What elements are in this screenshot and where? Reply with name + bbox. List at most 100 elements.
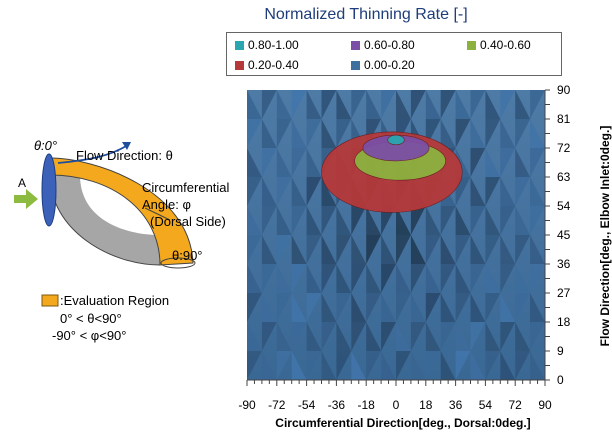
heatmap-cell xyxy=(366,264,382,293)
legend-label: 0.00-0.20 xyxy=(364,58,415,72)
y-tick-label: 36 xyxy=(557,257,571,271)
heatmap-cell xyxy=(455,264,471,293)
legend-item-0.40-0.60: 0.40-0.60 xyxy=(467,38,531,52)
heatmap-cell xyxy=(470,351,486,380)
heatmap-cell xyxy=(500,177,516,206)
heatmap-cell xyxy=(470,206,486,235)
heatmap-cell xyxy=(321,264,337,293)
heatmap-cell xyxy=(396,206,411,235)
heatmap-cell xyxy=(515,119,531,148)
legend-swatch xyxy=(235,61,244,70)
x-tick-label: -54 xyxy=(297,398,316,412)
heatmap-cell xyxy=(351,206,367,235)
heatmap-cell xyxy=(455,206,471,235)
heatmap-cell xyxy=(321,322,337,351)
heatmap-cell xyxy=(306,264,322,293)
heatmap-cell xyxy=(321,177,337,206)
circumferential-label-1: Circumferential xyxy=(142,180,230,195)
heatmap-cell xyxy=(500,351,516,380)
heatmap-cell xyxy=(530,90,545,119)
heatmap-cell xyxy=(530,293,545,322)
heatmap-cell xyxy=(500,322,516,351)
circumferential-label-3: (Dorsal Side) xyxy=(150,214,226,229)
heatmap-cell xyxy=(247,206,262,235)
y-tick-label: 18 xyxy=(557,315,571,329)
heatmap-cell xyxy=(321,90,337,119)
heatmap-cell xyxy=(515,148,531,177)
legend-item-0.80-1.00: 0.80-1.00 xyxy=(235,38,299,52)
heatmap-cell xyxy=(530,322,545,351)
heatmap-cell xyxy=(291,148,307,177)
heatmap-cell xyxy=(410,90,426,119)
y-tick-label: 81 xyxy=(557,112,571,126)
heatmap-cell xyxy=(306,235,322,264)
heatmap-cell xyxy=(336,293,352,322)
heatmap-cell xyxy=(530,148,545,177)
heatmap-cell xyxy=(530,206,545,235)
heatmap-cell xyxy=(500,235,516,264)
heatmap-cell xyxy=(351,351,367,380)
heatmap-cell xyxy=(306,322,322,351)
evaluation-region-label: :Evaluation Region xyxy=(60,293,170,308)
heatmap-cell xyxy=(515,206,531,235)
heatmap-cell xyxy=(276,351,292,380)
inlet-arrow xyxy=(14,189,38,209)
heatmap-cell xyxy=(261,177,277,206)
heatmap-cell xyxy=(440,264,456,293)
heatmap-cell xyxy=(276,264,292,293)
heatmap-cell xyxy=(410,206,426,235)
heatmap-cell xyxy=(247,119,262,148)
heatmap-cell xyxy=(276,206,292,235)
heatmap-cell xyxy=(530,264,545,293)
evaluation-region-shape xyxy=(49,157,194,266)
heatmap-cell xyxy=(276,148,292,177)
heatmap-cell xyxy=(381,322,396,351)
heatmap-cell xyxy=(455,322,471,351)
heatmap-cells xyxy=(247,90,545,380)
heatmap-cell xyxy=(247,235,262,264)
heatmap-cell xyxy=(261,293,277,322)
heatmap-cell xyxy=(247,322,262,351)
heatmap-cell xyxy=(470,264,486,293)
heatmap-cell xyxy=(247,264,262,293)
heatmap-cell xyxy=(425,235,441,264)
heatmap-cell xyxy=(425,206,441,235)
region-0.80-1.00 xyxy=(387,134,405,146)
y-tick-label: 45 xyxy=(557,228,571,242)
heatmap-cell xyxy=(470,177,486,206)
legend-label: 0.20-0.40 xyxy=(248,58,299,72)
heatmap-cell xyxy=(291,235,307,264)
heatmap-cell xyxy=(500,90,516,119)
heatmap-cell xyxy=(291,119,307,148)
elbow-inlet-opening xyxy=(41,153,57,227)
heatmap-cell xyxy=(351,322,367,351)
heatmap-cell xyxy=(336,119,352,148)
heatmap-cell xyxy=(530,351,545,380)
heatmap-cell xyxy=(276,235,292,264)
heatmap-cell xyxy=(306,177,322,206)
heatmap-cell xyxy=(306,148,322,177)
heatmap-cell xyxy=(291,351,307,380)
angle-start-label: θ:0° xyxy=(34,138,58,153)
heatmap-cell xyxy=(470,90,486,119)
heatmap-cell xyxy=(366,119,382,148)
heatmap-cell xyxy=(410,264,426,293)
flow-direction-arrow xyxy=(57,144,129,164)
x-tick-label: 36 xyxy=(448,398,463,412)
heatmap-cell xyxy=(500,148,516,177)
heatmap-cell xyxy=(247,148,262,177)
heatmap-cell xyxy=(485,322,501,351)
heatmap-cell xyxy=(336,235,352,264)
heatmap-cell xyxy=(440,293,456,322)
heatmap-cell xyxy=(396,119,411,148)
heatmap-cell xyxy=(366,322,382,351)
x-tick-label: -90 xyxy=(238,398,256,412)
heatmap-cell xyxy=(455,235,471,264)
heatmap-cell xyxy=(261,235,277,264)
angle-pointer xyxy=(144,207,171,221)
x-tick-label: 54 xyxy=(478,398,493,412)
heatmap-cell xyxy=(247,177,262,206)
legend-item-0.60-0.80: 0.60-0.80 xyxy=(351,38,415,52)
heatmap-cell xyxy=(515,351,531,380)
legend-swatch xyxy=(351,61,360,70)
